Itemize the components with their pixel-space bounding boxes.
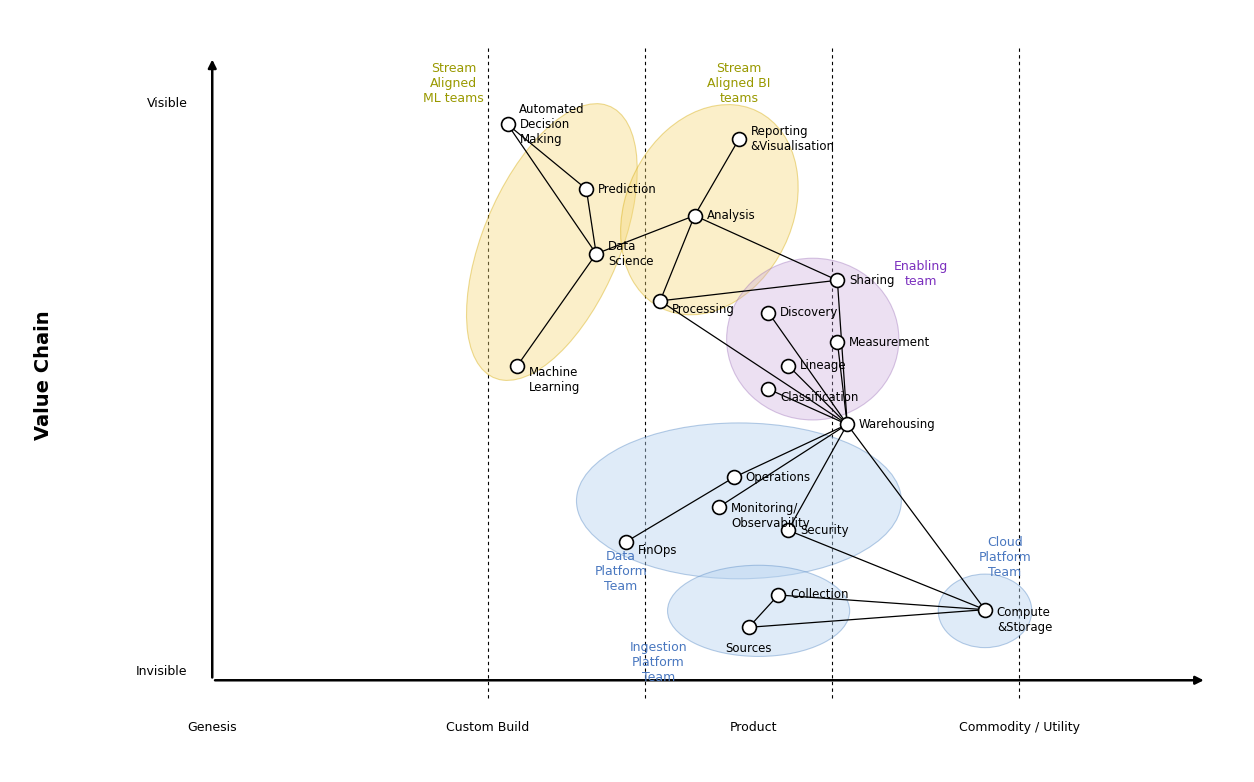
Text: Data
Platform
Team: Data Platform Team [594,550,647,593]
Text: Stream
Aligned
ML teams: Stream Aligned ML teams [423,62,484,105]
Text: Discovery: Discovery [780,306,839,319]
Point [779,524,799,536]
Text: Warehousing: Warehousing [859,418,935,431]
Ellipse shape [577,423,902,579]
Point [739,621,759,633]
Point [759,383,779,396]
Point [729,133,749,145]
Text: Genesis: Genesis [187,722,237,734]
Text: Cloud
Platform
Team: Cloud Platform Team [978,536,1031,579]
Text: Prediction: Prediction [598,183,657,196]
Text: Measurement: Measurement [849,335,930,349]
Text: Lineage: Lineage [800,359,846,372]
Point [616,536,636,548]
Text: Automated
Decision
Making: Automated Decision Making [519,103,586,146]
Text: Commodity / Utility: Commodity / Utility [959,722,1080,734]
Text: Compute
&Storage: Compute &Storage [997,606,1052,634]
Text: Operations: Operations [746,471,811,484]
Point [498,118,518,131]
Text: Sources: Sources [726,642,772,655]
Text: Ingestion
Platform
Team: Ingestion Platform Team [630,641,687,684]
Text: Custom Build: Custom Build [446,722,529,734]
Point [769,589,789,601]
Text: Visible: Visible [147,97,188,110]
Point [759,307,779,319]
Point [586,248,606,260]
Text: Stream
Aligned BI
teams: Stream Aligned BI teams [707,62,771,105]
Point [724,471,744,483]
Text: Processing: Processing [672,303,735,316]
Point [577,183,597,196]
Point [828,335,848,348]
Point [779,359,799,371]
Point [650,295,670,307]
Point [976,604,996,616]
Point [838,418,858,431]
Ellipse shape [466,104,637,380]
Text: Machine
Learning: Machine Learning [529,366,581,394]
Text: Sharing: Sharing [849,274,894,287]
Ellipse shape [667,565,850,656]
Text: Reporting
&Visualisation: Reporting &Visualisation [751,125,835,153]
Ellipse shape [621,105,799,315]
Text: Data
Science: Data Science [608,240,653,267]
Point [685,210,705,222]
Text: Value Chain: Value Chain [34,310,54,440]
Text: FinOps: FinOps [637,544,677,558]
Text: Monitoring/
Observability: Monitoring/ Observability [731,501,810,529]
Point [828,274,848,286]
Ellipse shape [938,574,1032,647]
Text: Collection: Collection [790,589,849,601]
Text: Product: Product [730,722,777,734]
Ellipse shape [726,258,899,420]
Text: Classification: Classification [780,392,859,404]
Text: Invisible: Invisible [137,665,188,678]
Point [508,359,528,371]
Text: Analysis: Analysis [706,209,755,222]
Text: Enabling
team: Enabling team [894,260,948,289]
Point [710,500,730,513]
Text: Security: Security [800,524,849,536]
